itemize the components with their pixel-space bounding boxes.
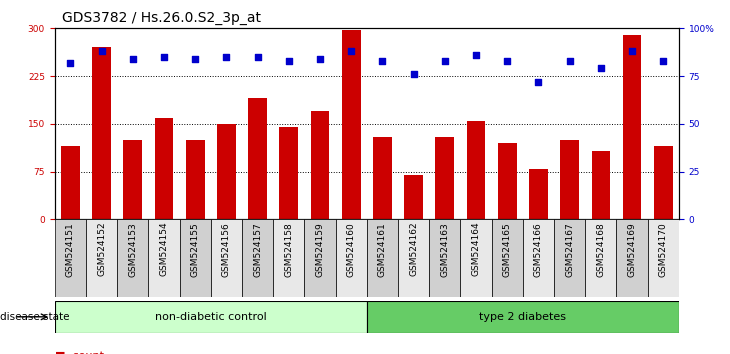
Bar <box>280 127 298 219</box>
Bar <box>180 219 211 297</box>
Bar <box>242 219 273 297</box>
Text: GSM524161: GSM524161 <box>378 222 387 276</box>
Bar <box>55 301 366 333</box>
Text: GSM524157: GSM524157 <box>253 222 262 276</box>
Bar <box>123 140 142 219</box>
Point <box>127 56 139 62</box>
Text: GSM524154: GSM524154 <box>159 222 169 276</box>
Bar <box>311 111 329 219</box>
Bar <box>523 219 554 297</box>
Bar <box>273 219 304 297</box>
Point <box>345 48 357 54</box>
Point <box>626 48 638 54</box>
Point <box>595 65 607 71</box>
Text: GSM524162: GSM524162 <box>409 222 418 276</box>
Bar <box>492 219 523 297</box>
Text: non-diabetic control: non-diabetic control <box>155 312 266 322</box>
Point <box>470 52 482 58</box>
Text: GSM524152: GSM524152 <box>97 222 106 276</box>
Bar <box>404 175 423 219</box>
Bar <box>373 137 392 219</box>
Point <box>283 58 295 64</box>
Bar <box>436 137 454 219</box>
Text: disease state: disease state <box>0 312 69 322</box>
Text: GSM524167: GSM524167 <box>565 222 575 276</box>
Point <box>158 54 170 60</box>
Point <box>502 58 513 64</box>
Point <box>658 58 669 64</box>
Bar <box>117 219 148 297</box>
Bar <box>61 146 80 219</box>
Bar <box>429 219 461 297</box>
Text: GSM524151: GSM524151 <box>66 222 75 276</box>
Bar <box>155 118 173 219</box>
Bar <box>248 98 267 219</box>
Point <box>96 48 107 54</box>
Text: GSM524160: GSM524160 <box>347 222 356 276</box>
Point <box>220 54 232 60</box>
Bar <box>366 301 679 333</box>
Bar <box>529 169 548 219</box>
Bar <box>342 30 361 219</box>
Point <box>533 79 545 85</box>
Text: GSM524163: GSM524163 <box>440 222 450 276</box>
Bar <box>585 219 616 297</box>
Text: GSM524170: GSM524170 <box>658 222 668 276</box>
Text: GSM524156: GSM524156 <box>222 222 231 276</box>
Text: GDS3782 / Hs.26.0.S2_3p_at: GDS3782 / Hs.26.0.S2_3p_at <box>62 11 261 25</box>
Text: GSM524164: GSM524164 <box>472 222 480 276</box>
Point <box>252 54 264 60</box>
Bar <box>211 219 242 297</box>
Bar <box>591 151 610 219</box>
Point <box>564 58 575 64</box>
Point <box>408 72 420 77</box>
Bar <box>92 47 111 219</box>
Text: GSM524155: GSM524155 <box>191 222 200 276</box>
Point <box>189 56 201 62</box>
Bar <box>623 35 642 219</box>
Bar <box>366 219 398 297</box>
Point <box>314 56 326 62</box>
Text: GSM524165: GSM524165 <box>503 222 512 276</box>
Bar <box>654 146 672 219</box>
Text: GSM524159: GSM524159 <box>315 222 325 276</box>
Text: GSM524158: GSM524158 <box>284 222 293 276</box>
Bar <box>304 219 336 297</box>
Text: ■  count: ■ count <box>55 351 104 354</box>
Text: GSM524153: GSM524153 <box>128 222 137 276</box>
Bar <box>86 219 117 297</box>
Bar <box>554 219 585 297</box>
Text: GSM524166: GSM524166 <box>534 222 543 276</box>
Bar <box>466 121 485 219</box>
Text: GSM524168: GSM524168 <box>596 222 605 276</box>
Text: GSM524169: GSM524169 <box>628 222 637 276</box>
Point <box>64 60 76 65</box>
Bar <box>561 140 579 219</box>
Bar <box>616 219 648 297</box>
Point <box>439 58 450 64</box>
Bar <box>217 124 236 219</box>
Bar <box>336 219 366 297</box>
Bar <box>648 219 679 297</box>
Bar <box>398 219 429 297</box>
Text: type 2 diabetes: type 2 diabetes <box>480 312 566 322</box>
Bar <box>498 143 517 219</box>
Bar <box>55 219 86 297</box>
Bar <box>148 219 180 297</box>
Point <box>377 58 388 64</box>
Bar <box>461 219 492 297</box>
Bar <box>186 140 204 219</box>
